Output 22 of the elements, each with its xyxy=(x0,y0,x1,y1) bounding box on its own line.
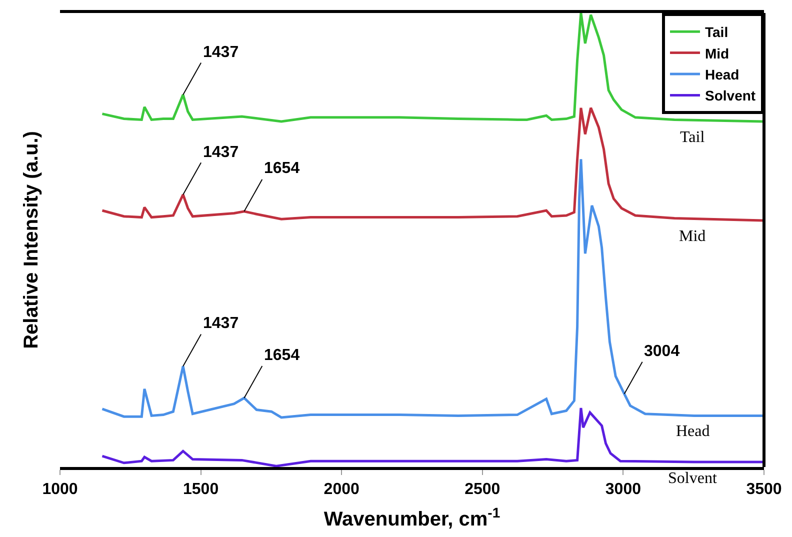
annotation: 3004 xyxy=(644,343,680,360)
x-tick-label: 1500 xyxy=(183,481,219,498)
x-axis-title: Wavenumber, cm$^{-1}$ xyxy=(324,504,500,531)
annotation: 1437 xyxy=(203,44,239,61)
annotation: 1437 xyxy=(203,144,239,161)
annotation: 1437 xyxy=(203,315,239,332)
annotation: 1654 xyxy=(264,160,300,177)
x-tick-label: 2000 xyxy=(324,481,360,498)
annotation: Head xyxy=(676,423,710,440)
x-tick-label: 3000 xyxy=(605,481,642,498)
legend-label: Head xyxy=(705,66,740,82)
legend-label: Solvent xyxy=(705,88,756,104)
legend-label: Tail xyxy=(705,24,728,40)
text: Solvent xyxy=(668,470,718,487)
x-tick-label: 2500 xyxy=(464,481,500,498)
x-tick-label: 1000 xyxy=(42,481,78,498)
annotation: Mid xyxy=(679,228,706,245)
legend-label: Mid xyxy=(705,45,730,62)
annotation: 1654 xyxy=(264,347,300,364)
y-axis-title: Relative Intensity (a.u.) xyxy=(20,131,42,349)
annotation: Tail xyxy=(680,129,706,146)
x-tick-label: 3500 xyxy=(746,481,782,498)
